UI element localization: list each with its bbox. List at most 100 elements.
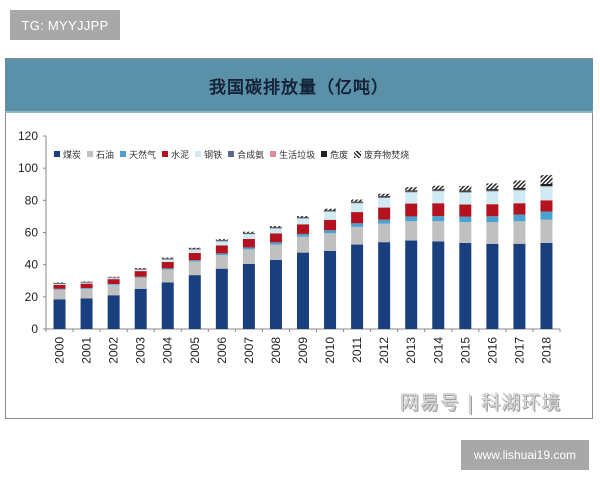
bar-segment <box>242 263 255 329</box>
bar-segment <box>134 268 147 269</box>
bar-segment <box>242 231 255 233</box>
bar-segment <box>432 189 445 191</box>
y-tick-label: 40 <box>25 258 39 272</box>
x-tick-label: 2010 <box>323 337 337 364</box>
bar-segment <box>540 183 553 187</box>
bar-segment <box>513 243 526 329</box>
bar-segment <box>134 269 147 272</box>
bar-segment <box>513 214 526 222</box>
bar-2014 <box>432 185 445 329</box>
x-tick-label: 2005 <box>188 337 202 364</box>
bar-segment <box>378 193 391 197</box>
legend-item: 石油 <box>87 148 114 161</box>
legend-label: 合成氨 <box>237 150 265 161</box>
bar-segment <box>53 284 66 289</box>
bar-2000 <box>53 282 66 329</box>
chart-title: 我国碳排放量（亿吨） <box>209 77 389 98</box>
bar-segment <box>215 245 228 254</box>
bar-segment <box>80 298 93 329</box>
bar-segment <box>378 197 391 208</box>
bar-segment <box>378 219 391 224</box>
y-tick-label: 120 <box>18 129 38 143</box>
bar-segment <box>459 242 472 329</box>
x-tick-label: 2001 <box>80 337 94 364</box>
bar-segment <box>242 238 255 248</box>
bar-segment <box>107 283 120 285</box>
bar-segment <box>53 299 66 329</box>
bar-segment <box>188 260 201 262</box>
bar-segment <box>297 236 309 253</box>
bar-segment <box>378 196 391 198</box>
bar-segment <box>459 222 472 243</box>
bar-segment <box>540 175 553 184</box>
bar-segment <box>324 230 337 234</box>
legend-label: 水泥 <box>171 150 190 161</box>
bar-segment <box>269 227 282 228</box>
bar-segment <box>107 284 120 296</box>
bar-segment <box>297 233 309 237</box>
bar-segment <box>432 216 445 222</box>
bar-segment <box>351 223 364 227</box>
x-tick-label: 2011 <box>350 337 364 363</box>
x-tick-label: 2015 <box>458 337 472 364</box>
bar-segment <box>297 224 309 234</box>
legend-item: 废弃物焚烧 <box>354 148 409 161</box>
bar-segment <box>297 252 309 329</box>
bar-segment <box>324 233 337 251</box>
bar-segment <box>486 222 499 244</box>
bar-segment <box>459 185 472 191</box>
bar-segment <box>297 218 309 225</box>
bar-segment <box>513 190 526 204</box>
bar-segment <box>351 199 364 202</box>
bar-segment <box>242 234 255 239</box>
watermark-url-badge: www.lishuai19.com <box>461 440 589 470</box>
bar-2017 <box>513 180 526 329</box>
bar-segment <box>378 223 391 243</box>
bar-segment <box>459 216 472 223</box>
bar-segment <box>432 221 445 242</box>
bar-segment <box>459 204 472 217</box>
legend-item: 煤炭 <box>54 148 81 161</box>
bar-segment <box>378 207 391 220</box>
x-tick-label: 2013 <box>404 337 418 364</box>
bar-2006 <box>215 239 228 329</box>
bar-segment <box>486 189 499 191</box>
bar-segment <box>459 192 472 205</box>
bar-segment <box>215 255 228 269</box>
bar-2007 <box>242 231 255 329</box>
bar-2008 <box>269 226 282 329</box>
bar-segment <box>405 221 418 241</box>
bar-segment <box>324 208 337 211</box>
bar-segment <box>351 203 364 213</box>
bar-segment <box>107 295 120 329</box>
bar-segment <box>269 244 282 260</box>
chart-title-bar: 我国碳排放量（亿吨） <box>5 58 593 113</box>
bar-segment <box>297 217 309 219</box>
x-tick-label: 2018 <box>539 337 553 364</box>
bar-segment <box>405 187 418 191</box>
bar-segment <box>53 288 66 290</box>
bar-segment <box>432 203 445 217</box>
bar-segment <box>188 261 201 276</box>
bar-segment <box>269 226 282 228</box>
bar-segment <box>107 278 120 280</box>
bar-2004 <box>161 257 174 329</box>
bar-segment <box>269 228 282 234</box>
bar-segment <box>188 249 201 253</box>
bar-segment <box>432 241 445 329</box>
legend-item: 生活垃圾 <box>270 148 315 161</box>
bar-segment <box>459 190 472 192</box>
legend-label: 天然气 <box>129 150 157 161</box>
bar-segment <box>161 268 174 270</box>
bar-segment <box>351 212 364 224</box>
bar-segment <box>215 253 228 256</box>
bar-segment <box>351 201 364 203</box>
legend-swatch-icon <box>54 151 60 157</box>
bar-segment <box>269 259 282 329</box>
bar-2003 <box>134 268 147 329</box>
bar-segment <box>513 180 526 188</box>
bar-segment <box>242 247 255 250</box>
bar-segment <box>297 216 309 218</box>
x-tick-label: 2012 <box>377 337 391 364</box>
